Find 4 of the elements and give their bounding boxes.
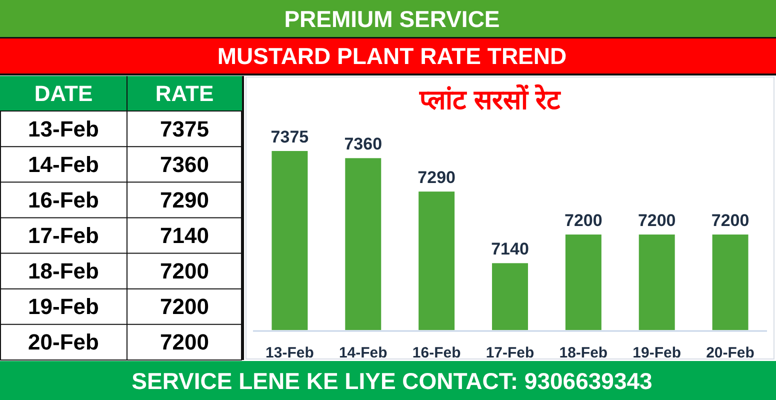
annotation: SERVICE LENE KE LIYE CONTACT: 9306639343	[132, 368, 652, 394]
subtitle: प्लांट सरसों रेट	[420, 85, 560, 115]
title: MUSTARD PLANT RATE TREND	[217, 43, 567, 69]
annotation: PREMIUM SERVICE	[284, 6, 500, 32]
